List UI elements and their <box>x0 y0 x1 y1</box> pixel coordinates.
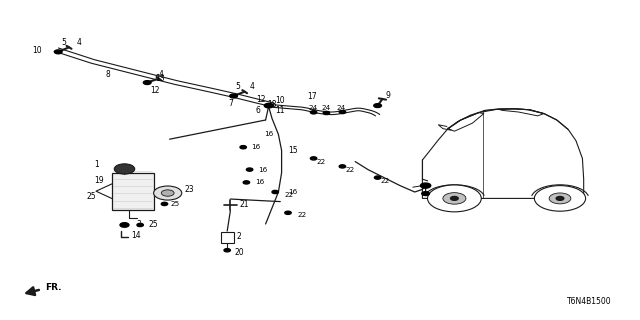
Bar <box>221 232 234 243</box>
Circle shape <box>114 164 135 174</box>
Circle shape <box>143 81 151 84</box>
Circle shape <box>161 190 174 196</box>
Text: 22: 22 <box>346 167 355 172</box>
Circle shape <box>374 176 381 179</box>
Text: 8: 8 <box>106 70 110 79</box>
Text: 22: 22 <box>317 159 326 164</box>
Text: 16: 16 <box>288 189 297 195</box>
Circle shape <box>323 111 330 115</box>
Circle shape <box>374 104 381 108</box>
Circle shape <box>120 223 129 227</box>
Circle shape <box>339 165 346 168</box>
Text: 14: 14 <box>131 231 141 240</box>
Text: 5: 5 <box>61 38 67 47</box>
Circle shape <box>310 157 317 160</box>
Text: 18: 18 <box>268 100 277 109</box>
Circle shape <box>243 181 250 184</box>
Text: 1: 1 <box>94 160 99 169</box>
Circle shape <box>230 94 237 98</box>
Text: 4: 4 <box>159 70 164 79</box>
Text: 25: 25 <box>171 201 180 207</box>
Circle shape <box>272 190 278 194</box>
Text: 16: 16 <box>258 167 267 172</box>
Circle shape <box>240 146 246 149</box>
Text: 20: 20 <box>235 248 244 257</box>
FancyBboxPatch shape <box>112 173 154 210</box>
Circle shape <box>310 111 317 114</box>
Text: 24: 24 <box>337 105 346 111</box>
Text: 13: 13 <box>155 74 164 83</box>
Text: 15: 15 <box>288 146 298 155</box>
Text: 2: 2 <box>237 232 241 241</box>
Circle shape <box>443 193 466 204</box>
Text: 25: 25 <box>86 192 96 201</box>
Circle shape <box>137 223 143 227</box>
Text: FR.: FR. <box>45 283 62 292</box>
Circle shape <box>451 196 458 200</box>
Circle shape <box>285 211 291 214</box>
Circle shape <box>556 196 564 200</box>
Text: 21: 21 <box>239 200 249 209</box>
Text: 22: 22 <box>298 212 307 218</box>
Circle shape <box>54 50 62 54</box>
Circle shape <box>534 186 586 211</box>
Text: 22: 22 <box>381 178 390 184</box>
Text: T6N4B1500: T6N4B1500 <box>566 297 611 306</box>
Text: 24: 24 <box>309 105 318 111</box>
Circle shape <box>420 183 431 188</box>
Text: 16: 16 <box>255 180 264 185</box>
Text: 3: 3 <box>136 220 141 229</box>
Text: 16: 16 <box>264 132 273 137</box>
Circle shape <box>154 186 182 200</box>
Text: 6: 6 <box>256 106 261 115</box>
Text: 24: 24 <box>322 106 331 111</box>
Text: 11: 11 <box>275 106 285 115</box>
Text: 19: 19 <box>95 176 104 185</box>
Circle shape <box>339 110 346 114</box>
Circle shape <box>428 185 481 212</box>
Text: 5: 5 <box>236 82 241 91</box>
Text: 12: 12 <box>256 95 266 104</box>
Circle shape <box>422 192 429 196</box>
Circle shape <box>264 103 273 108</box>
Text: 16: 16 <box>252 144 260 150</box>
Text: 25: 25 <box>148 220 158 229</box>
Text: 17: 17 <box>307 92 317 100</box>
Text: 10: 10 <box>275 96 285 105</box>
Text: 9: 9 <box>385 91 390 100</box>
Text: 7: 7 <box>228 99 234 108</box>
Text: 12: 12 <box>150 86 160 95</box>
Text: 10: 10 <box>33 46 42 55</box>
Circle shape <box>246 168 253 171</box>
Circle shape <box>549 193 571 204</box>
Text: 22: 22 <box>285 192 294 197</box>
Text: 4: 4 <box>250 82 255 91</box>
Circle shape <box>224 249 230 252</box>
Text: 4: 4 <box>76 38 81 47</box>
Text: 23: 23 <box>184 185 194 194</box>
Circle shape <box>161 202 168 205</box>
